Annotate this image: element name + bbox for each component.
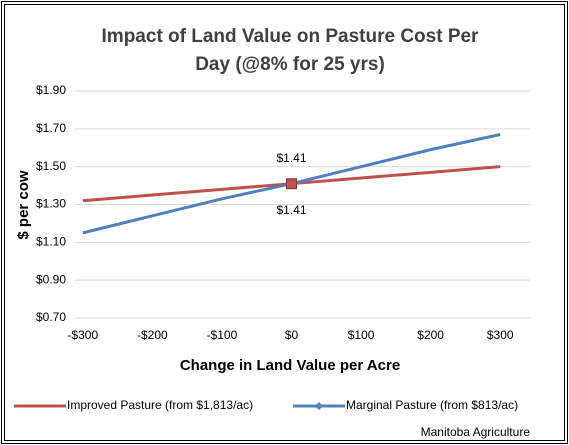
chart-border-inner [4, 4, 565, 441]
data-label: $1.41 [276, 151, 306, 165]
x-tick-label: -$200 [137, 328, 168, 342]
data-label: $1.41 [276, 203, 306, 217]
legend-label: Marginal Pasture (from $813/ac) [346, 398, 518, 412]
x-tick-label: $200 [417, 328, 444, 342]
y-tick-label: $0.70 [36, 310, 66, 324]
y-tick-label: $1.30 [36, 197, 66, 211]
y-tick-label: $1.50 [36, 159, 66, 173]
y-tick-label: $0.90 [36, 272, 66, 286]
x-tick-label: -$100 [207, 328, 238, 342]
source-note: Manitoba Agriculture [421, 425, 531, 439]
legend-label: Improved Pasture (from $1,813/ac) [67, 398, 253, 412]
chart-subtitle: Day (@8% for 25 yrs) [195, 54, 385, 75]
x-tick-label: $100 [348, 328, 375, 342]
chart-title: Impact of Land Value on Pasture Cost Per [102, 26, 480, 47]
legend-marker [315, 402, 323, 410]
y-tick-label: $1.90 [36, 83, 66, 97]
x-tick-label: $300 [487, 328, 514, 342]
point-marker [286, 178, 297, 190]
y-tick-label: $1.70 [36, 121, 66, 135]
y-axis-title: $ per cow [15, 170, 32, 240]
x-axis-title: Change in Land Value per Acre [180, 357, 400, 374]
x-tick-label: $0 [285, 328, 299, 342]
y-tick-label: $1.10 [36, 235, 66, 249]
x-tick-label: -$300 [67, 328, 98, 342]
